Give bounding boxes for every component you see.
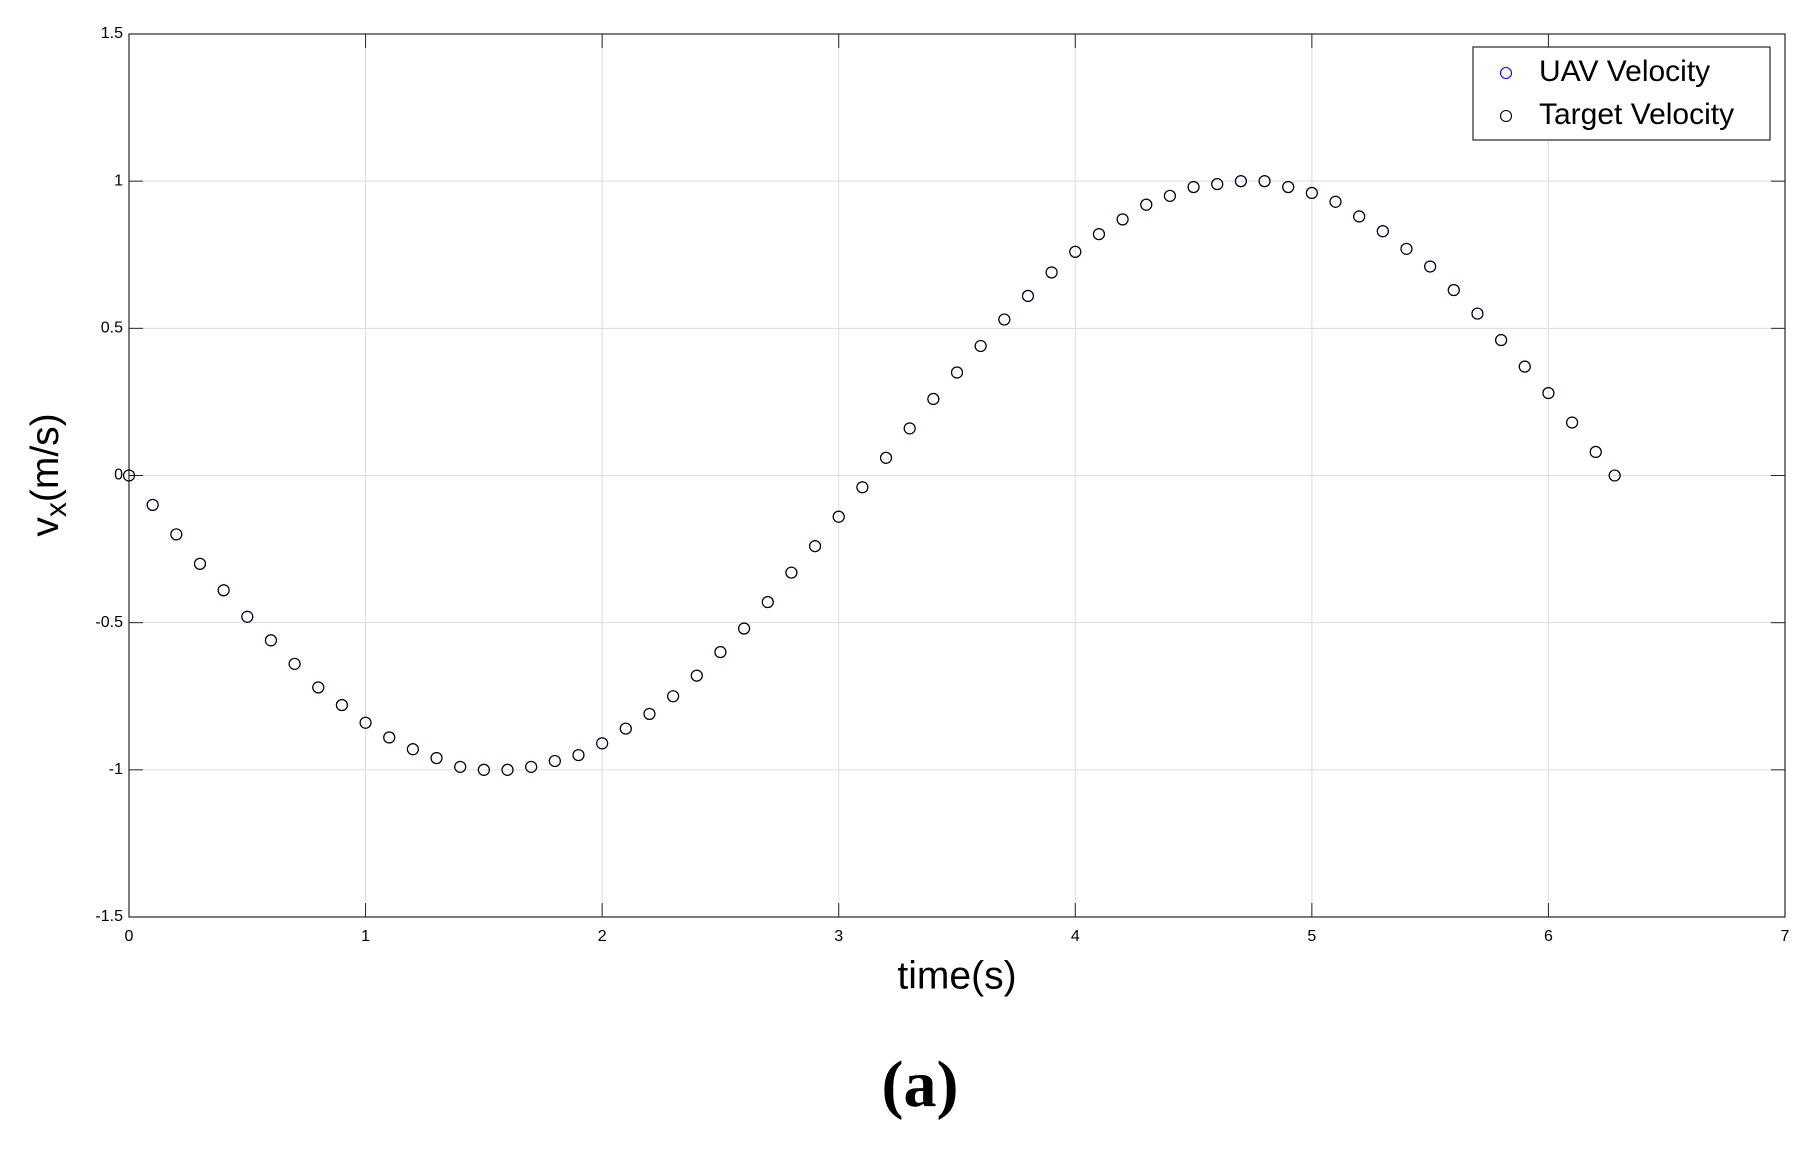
legend-marker — [1499, 66, 1513, 80]
x-axis-label: time(s) — [897, 954, 1016, 997]
marker — [454, 760, 467, 773]
marker — [501, 763, 514, 776]
marker — [193, 557, 207, 570]
legend-label: Target Velocity — [1539, 98, 1734, 131]
marker — [1140, 198, 1153, 211]
marker — [288, 657, 301, 670]
marker — [335, 699, 348, 712]
y-tick-label: -1.5 — [95, 908, 123, 925]
marker — [1608, 469, 1621, 482]
marker — [1187, 181, 1200, 194]
x-tick-label: 4 — [1071, 928, 1080, 945]
marker — [1424, 260, 1437, 273]
marker — [1589, 445, 1602, 459]
marker — [1234, 175, 1247, 188]
marker — [1400, 242, 1413, 255]
y-label-rest: (m/s) — [24, 413, 67, 502]
marker — [1542, 387, 1555, 400]
marker — [548, 754, 561, 768]
y-tick-label: -0.5 — [95, 614, 123, 631]
y-tick-label: -1 — [109, 761, 123, 778]
marker — [122, 469, 136, 482]
marker — [430, 752, 443, 765]
legend-marker — [1499, 109, 1513, 123]
y-tick-label: 1 — [114, 172, 123, 189]
x-tick-label: 3 — [834, 928, 843, 945]
marker — [596, 737, 609, 750]
marker — [241, 610, 254, 623]
marker — [1471, 307, 1484, 320]
marker — [761, 596, 774, 609]
marker — [1329, 195, 1342, 208]
y-axis-label: vx(m/s) — [24, 413, 73, 536]
marker — [406, 743, 419, 756]
marker — [714, 646, 727, 659]
y-label-base: v — [24, 517, 67, 537]
marker — [1258, 175, 1271, 188]
marker — [667, 690, 680, 703]
marker — [312, 681, 325, 694]
marker — [1518, 360, 1531, 373]
x-tick-label: 0 — [125, 928, 134, 945]
marker — [643, 707, 656, 720]
x-tick-label: 2 — [598, 928, 607, 945]
marker — [1282, 181, 1295, 194]
marker — [1376, 225, 1389, 238]
marker — [383, 731, 396, 744]
marker — [950, 366, 964, 379]
y-tick-label: 0.5 — [101, 320, 123, 337]
marker — [690, 669, 703, 682]
caption: (a) — [882, 1048, 959, 1121]
marker — [1021, 289, 1035, 303]
x-tick-label: 5 — [1307, 928, 1316, 945]
y-tick-label: 1.5 — [101, 25, 123, 42]
y-label-sub: x — [40, 502, 73, 517]
marker — [1566, 416, 1579, 429]
marker — [146, 498, 159, 511]
marker — [785, 566, 798, 579]
marker — [217, 584, 230, 597]
marker — [1211, 178, 1224, 191]
marker — [1069, 245, 1082, 258]
marker — [809, 540, 822, 553]
marker — [619, 722, 632, 735]
plot-frame — [128, 33, 1786, 918]
y-tick-label: 0 — [114, 467, 123, 484]
marker — [1116, 213, 1129, 226]
marker — [1092, 228, 1105, 241]
marker — [1447, 284, 1460, 297]
marker — [359, 716, 372, 729]
marker — [572, 749, 585, 762]
x-tick-label: 7 — [1781, 928, 1790, 945]
marker — [477, 763, 490, 776]
marker — [998, 313, 1011, 326]
marker — [1305, 186, 1318, 199]
x-tick-label: 1 — [361, 928, 370, 945]
marker — [903, 422, 916, 435]
marker — [856, 481, 869, 494]
marker — [525, 760, 538, 773]
marker — [264, 634, 277, 647]
marker — [879, 451, 893, 464]
marker — [1495, 334, 1508, 347]
marker — [1045, 266, 1058, 279]
marker — [832, 510, 845, 523]
marker — [738, 622, 751, 635]
marker — [927, 392, 940, 406]
legend-box — [1472, 46, 1771, 141]
marker — [1353, 210, 1366, 223]
marker — [974, 339, 987, 353]
marker — [1163, 189, 1176, 202]
x-tick-label: 6 — [1544, 928, 1553, 945]
legend-label: UAV Velocity — [1539, 55, 1710, 88]
marker — [170, 528, 183, 541]
